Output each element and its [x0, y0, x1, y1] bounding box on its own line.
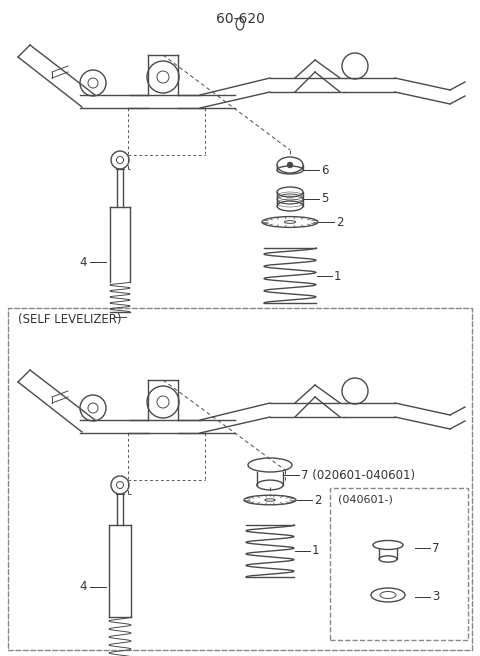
Text: 4: 4	[80, 255, 87, 268]
Text: 1: 1	[334, 270, 341, 283]
Text: (040601-): (040601-)	[338, 494, 393, 504]
Bar	[8, 308, 472, 650]
Text: 3: 3	[432, 590, 439, 604]
Text: 2: 2	[336, 216, 344, 228]
Text: 60-620: 60-620	[216, 12, 264, 26]
Text: 5: 5	[321, 192, 328, 205]
Bar	[330, 488, 468, 640]
Text: 4: 4	[80, 581, 87, 594]
Text: 7: 7	[432, 541, 440, 554]
Text: 6: 6	[321, 163, 328, 176]
Text: 7 (020601-040601): 7 (020601-040601)	[301, 468, 415, 482]
Circle shape	[288, 163, 292, 167]
Text: (SELF LEVELIZER): (SELF LEVELIZER)	[18, 313, 121, 326]
Text: 1: 1	[312, 544, 320, 558]
Text: 2: 2	[314, 493, 322, 506]
